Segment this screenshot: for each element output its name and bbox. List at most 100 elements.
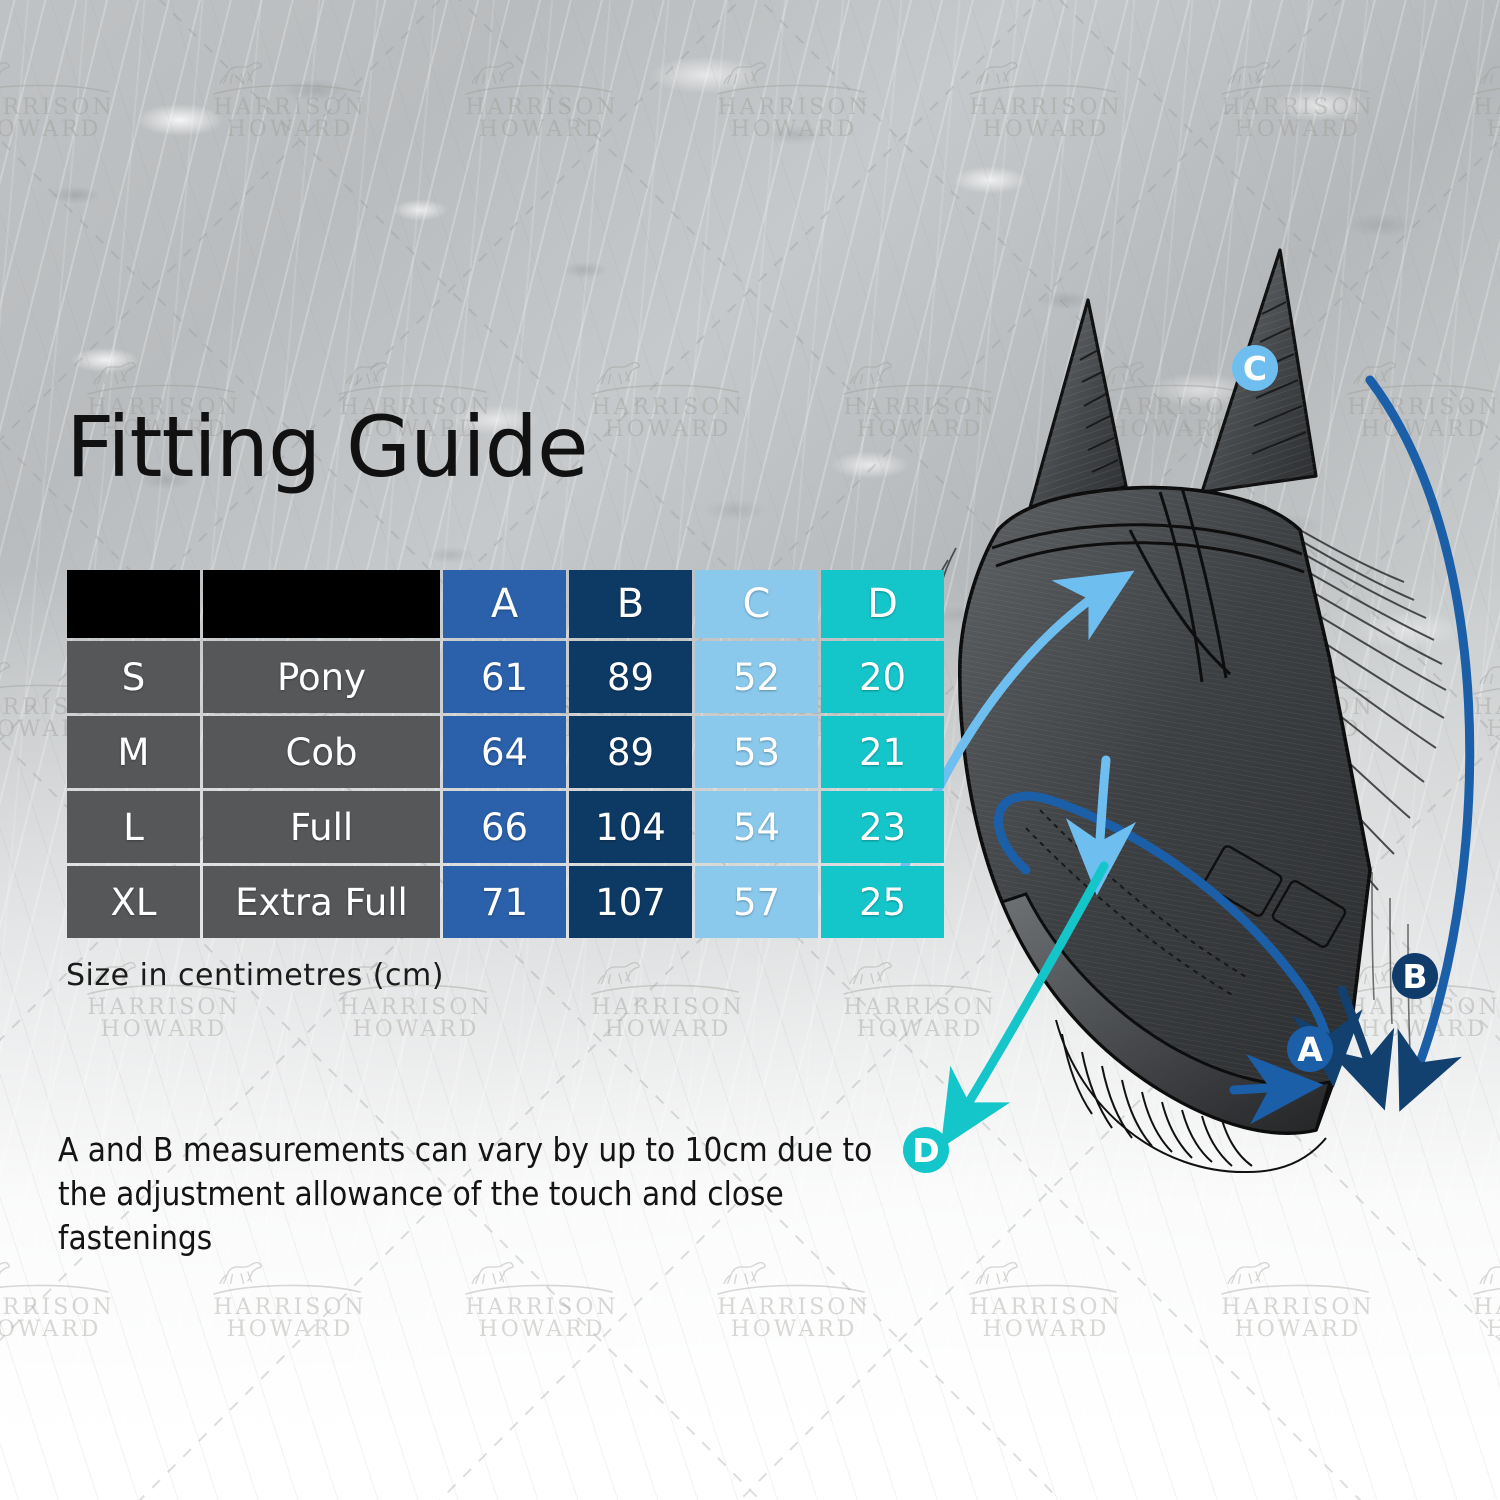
marker-a: A <box>1287 1026 1333 1072</box>
cell-size: M <box>67 716 200 788</box>
header-c: C <box>695 570 818 638</box>
watermark-line-2: HOWARD <box>604 417 732 443</box>
watermark-line-2: HOWARD <box>226 1317 354 1343</box>
cell-a: 66 <box>443 791 566 863</box>
measure-arrow-a-short <box>1229 1054 1324 1125</box>
marker-b: B <box>1392 953 1438 999</box>
watermark-line-1: HARRISON <box>87 995 241 1020</box>
header-blank-size <box>67 570 200 638</box>
watermark-line-2: HOWARD <box>1234 1317 1362 1343</box>
watermark-line-1: HARRISON <box>339 995 493 1020</box>
watermark-line-1: HARRISON <box>213 95 367 120</box>
table-row: M Cob 64 89 53 21 <box>67 716 944 788</box>
cell-a: 61 <box>443 641 566 713</box>
size-chart-table: A B C D S Pony 61 89 52 20 M Cob 64 89 53 21 L Full 66 104 5… <box>64 567 947 941</box>
cell-b: 104 <box>569 791 692 863</box>
watermark-line-2: HOWARD <box>730 1317 858 1343</box>
watermark-line-2: HOWARD <box>730 117 858 143</box>
mask-fastening-tabs <box>1203 845 1347 948</box>
marker-c-label: C <box>1242 348 1268 388</box>
horse-fly-mask-illustration <box>883 248 1475 1174</box>
watermark-line-2: HOWARD <box>226 117 354 143</box>
watermark-line-1: HARRISON <box>0 1295 115 1320</box>
cell-c: 52 <box>695 641 818 713</box>
cell-d: 21 <box>821 716 944 788</box>
header-blank-name <box>203 570 440 638</box>
mask-mesh-fringe <box>1055 1019 1327 1174</box>
page-title: Fitting Guide <box>66 398 589 496</box>
watermark-line-2: HOWARD <box>352 1017 480 1043</box>
header-b: B <box>569 570 692 638</box>
units-caption: Size in centimetres (cm) <box>66 958 444 993</box>
cell-c: 57 <box>695 866 818 938</box>
watermark-line-1: HARRISON <box>1221 95 1375 120</box>
watermark-line-1: HARRISON <box>717 95 871 120</box>
cell-b: 89 <box>569 716 692 788</box>
cell-b: 107 <box>569 866 692 938</box>
cell-d: 23 <box>821 791 944 863</box>
marker-c: C <box>1232 345 1278 391</box>
cell-d: 25 <box>821 866 944 938</box>
watermark-line-2: HOWARD <box>478 1317 606 1343</box>
cell-a: 71 <box>443 866 566 938</box>
cell-size: S <box>67 641 200 713</box>
cell-name: Full <box>203 791 440 863</box>
watermark-line-1: HARRISON <box>969 95 1123 120</box>
marker-d-label: D <box>912 1130 940 1170</box>
cell-name: Cob <box>203 716 440 788</box>
watermark-line-2: HOWARD <box>982 117 1110 143</box>
watermark-line-2: HOWARD <box>1234 117 1362 143</box>
watermark-line-2: HOWARD <box>0 117 102 143</box>
watermark-line-1: HARRISON <box>1473 95 1500 120</box>
watermark-line-2: HOWARD <box>1486 1317 1500 1343</box>
cell-size: XL <box>67 866 200 938</box>
watermark-line-2: HOWARD <box>478 117 606 143</box>
measure-arrow-a-loop <box>994 791 1363 1088</box>
marker-d: D <box>903 1127 949 1173</box>
cell-d: 20 <box>821 641 944 713</box>
watermark-line-1: HARRISON <box>1473 1295 1500 1320</box>
watermark-line-1: HARRISON <box>591 395 745 420</box>
table-row: S Pony 61 89 52 20 <box>67 641 944 713</box>
mask-seams <box>991 487 1305 683</box>
measurement-note: A and B measurements can vary by up to 1… <box>58 1130 873 1257</box>
cell-c: 53 <box>695 716 818 788</box>
watermark-line-2: HOWARD <box>982 1317 1110 1343</box>
measure-arrow-c-drop <box>1065 755 1137 896</box>
watermark-line-2: HOWARD <box>100 1017 228 1043</box>
cell-size: L <box>67 791 200 863</box>
watermark-line-1: HARRISON <box>591 995 745 1020</box>
watermark-line-1: HARRISON <box>0 95 115 120</box>
watermark-line-2: HOWARD <box>0 1317 102 1343</box>
header-d: D <box>821 570 944 638</box>
watermark-line-1: HARRISON <box>1221 1295 1375 1320</box>
cell-name: Pony <box>203 641 440 713</box>
marker-b-label: B <box>1402 956 1428 996</box>
watermark-line-1: HARRISON <box>465 1295 619 1320</box>
measure-arrow-d-down <box>940 861 1109 1149</box>
measure-arrow-b-outer <box>1365 375 1475 1112</box>
watermark-line-1: HARRISON <box>213 1295 367 1320</box>
cell-a: 64 <box>443 716 566 788</box>
cell-name: Extra Full <box>203 866 440 938</box>
watermark-line-1: HARRISON <box>969 1295 1123 1320</box>
marker-a-label: A <box>1297 1029 1323 1069</box>
header-a: A <box>443 570 566 638</box>
watermark-line-2: HOWARD <box>1486 117 1500 143</box>
cell-c: 54 <box>695 791 818 863</box>
